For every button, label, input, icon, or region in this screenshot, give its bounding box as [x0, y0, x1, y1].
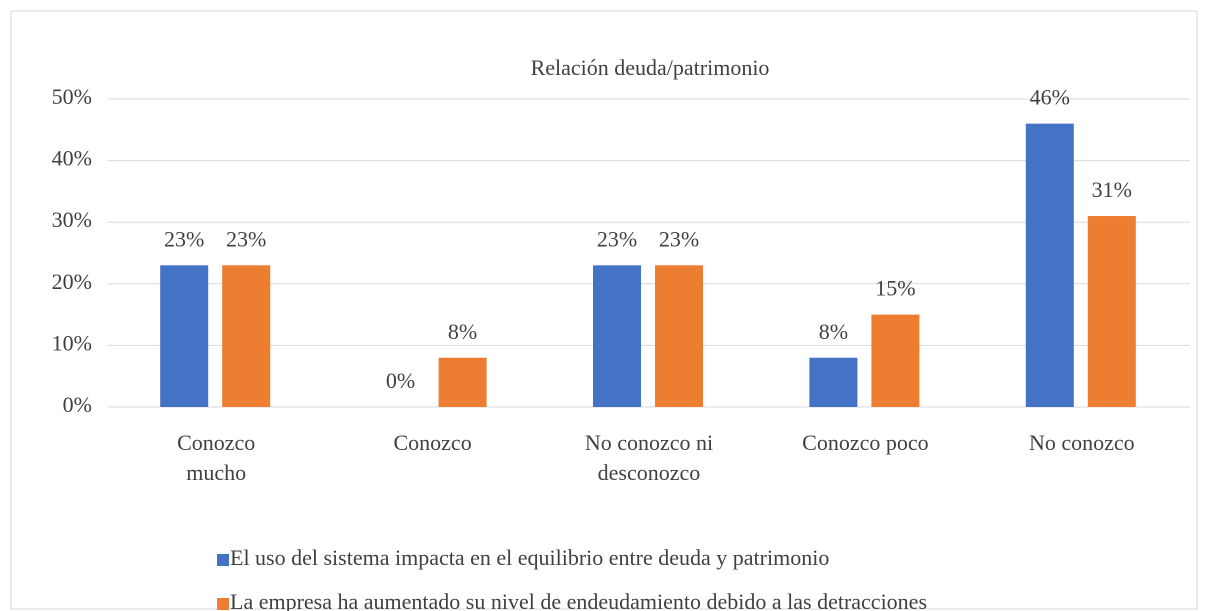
y-tick-label: 50% — [52, 84, 92, 109]
chart-title: Relación deuda/patrimonio — [531, 55, 770, 80]
data-label: 23% — [226, 226, 266, 251]
bar — [871, 314, 920, 407]
data-label: 8% — [819, 319, 848, 344]
bar — [438, 357, 487, 407]
data-label: 46% — [1030, 85, 1070, 110]
y-tick-label: 10% — [52, 330, 92, 355]
legend-swatch — [217, 554, 229, 566]
bar — [1087, 216, 1136, 407]
bar — [655, 265, 703, 407]
bar — [160, 265, 209, 407]
x-tick-label-box: Conozco — [393, 430, 472, 455]
legend-swatch — [217, 598, 229, 610]
x-tick-label: No conozco — [1028, 430, 1135, 455]
data-label: 23% — [164, 226, 204, 251]
data-label: 0% — [386, 368, 415, 393]
bar — [809, 357, 858, 407]
bar — [593, 265, 641, 407]
x-tick-label-box: Conozco mucho — [177, 430, 256, 485]
x-tick-label-box: No conozco — [1028, 430, 1135, 455]
data-label: 8% — [448, 319, 477, 344]
data-label: 23% — [597, 226, 637, 251]
x-tick-label-box: No conozco ni desconozco — [584, 430, 714, 485]
legend-label: La empresa ha aumentado su nivel de ende… — [230, 589, 927, 611]
data-label: 31% — [1092, 177, 1132, 202]
bar — [222, 265, 271, 407]
x-tick-label-box: Conozco poco — [802, 430, 929, 455]
y-tick-label: 20% — [52, 269, 92, 294]
y-tick-label: 30% — [52, 207, 92, 232]
data-label: 23% — [659, 226, 699, 251]
y-tick-label: 0% — [63, 392, 92, 417]
bar — [1025, 123, 1074, 407]
data-label: 15% — [875, 276, 915, 301]
x-tick-label: Conozco mucho — [177, 430, 256, 485]
legend-label: El uso del sistema impacta en el equilib… — [230, 545, 829, 570]
x-tick-label: Conozco — [393, 430, 472, 455]
y-tick-label: 40% — [52, 146, 92, 171]
x-tick-label: Conozco poco — [802, 430, 929, 455]
x-tick-label: No conozco ni desconozco — [584, 430, 714, 485]
